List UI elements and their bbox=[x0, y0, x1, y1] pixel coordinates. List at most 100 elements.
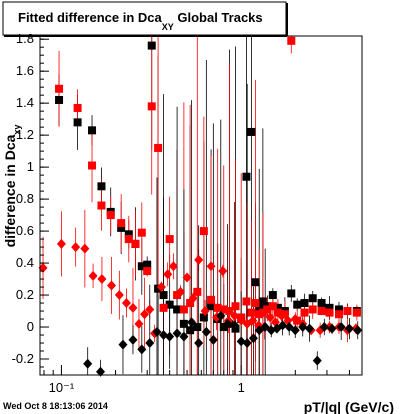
black-square-point bbox=[193, 323, 202, 332]
black-diamond-point bbox=[248, 333, 258, 344]
black-square-point bbox=[159, 291, 168, 300]
red-diamond-point bbox=[145, 304, 155, 315]
black-diamond-point bbox=[223, 318, 233, 329]
red-diamond-point bbox=[140, 309, 150, 320]
red-square-point bbox=[343, 307, 352, 316]
red-diamond-point bbox=[176, 286, 186, 297]
black-square-point bbox=[247, 127, 256, 136]
black-diamond-point bbox=[83, 358, 93, 369]
black-square-point bbox=[334, 305, 343, 314]
black-diamond-point bbox=[290, 325, 300, 336]
black-square-point bbox=[268, 291, 277, 300]
y-tick-label: 0.8 bbox=[16, 191, 34, 206]
red-square-point bbox=[219, 305, 228, 314]
black-square-point bbox=[117, 223, 126, 232]
y-tick-label: 0.4 bbox=[16, 255, 34, 270]
red-diamond-point bbox=[218, 266, 228, 277]
red-square-point bbox=[352, 308, 361, 317]
black-diamond-point bbox=[194, 338, 204, 349]
black-diamond-point bbox=[172, 328, 182, 339]
black-square-point bbox=[287, 289, 296, 298]
red-square-point bbox=[300, 308, 309, 317]
black-square-point bbox=[97, 182, 106, 191]
black-square-point bbox=[154, 284, 163, 293]
black-diamond-point bbox=[165, 331, 175, 342]
red-square-point bbox=[325, 308, 334, 317]
black-diamond-point bbox=[179, 331, 189, 342]
black-square-point bbox=[317, 299, 326, 308]
red-square-point bbox=[97, 201, 106, 210]
black-diamond-point bbox=[298, 322, 308, 333]
red-square-point bbox=[137, 228, 146, 237]
title-box: Fitted difference in DcaXY Global Tracks bbox=[2, 1, 288, 37]
black-diamond-point bbox=[305, 323, 315, 334]
red-diamond-point bbox=[194, 254, 204, 265]
y-tick-label: 1.2 bbox=[16, 127, 34, 142]
red-diamond-point bbox=[38, 262, 48, 273]
timestamp: Wed Oct 8 18:13:06 2014 bbox=[3, 401, 108, 411]
red-square-point bbox=[73, 103, 82, 112]
red-square-point bbox=[287, 36, 296, 45]
red-diamond-point bbox=[248, 315, 258, 326]
red-square-point bbox=[55, 84, 64, 93]
red-diamond-point bbox=[88, 270, 98, 281]
black-square-point bbox=[273, 303, 282, 312]
red-square-point bbox=[273, 308, 282, 317]
red-diamond-point bbox=[134, 318, 144, 329]
black-square-point bbox=[137, 262, 146, 271]
red-diamond-point bbox=[168, 261, 178, 272]
red-square-point bbox=[268, 302, 277, 311]
x-axis-title: pT/|q| (GeV/c) bbox=[304, 399, 394, 414]
red-square-point bbox=[231, 302, 240, 311]
red-diamond-point bbox=[206, 261, 216, 272]
black-diamond-point bbox=[118, 339, 128, 350]
black-square-point bbox=[165, 300, 174, 309]
red-diamond-point bbox=[230, 310, 240, 321]
red-square-point bbox=[213, 303, 222, 312]
y-tick-label: 1.8 bbox=[16, 31, 34, 46]
red-square-point bbox=[179, 305, 188, 314]
black-diamond-point bbox=[159, 330, 169, 341]
black-square-point bbox=[143, 260, 152, 269]
red-square-point bbox=[334, 310, 343, 319]
red-square-point bbox=[154, 143, 163, 152]
black-diamond-point bbox=[137, 344, 147, 355]
black-square-point bbox=[179, 319, 188, 328]
black-square-point bbox=[173, 305, 182, 314]
chart-title-suffix: Global Tracks bbox=[174, 10, 263, 25]
red-square-point bbox=[159, 303, 168, 312]
black-diamond-point bbox=[201, 326, 211, 337]
y-tick-label: -0.2 bbox=[12, 351, 34, 366]
red-square-point bbox=[165, 235, 174, 244]
chart-title: Fitted difference in Dca bbox=[18, 10, 163, 25]
red-square-point bbox=[199, 227, 208, 236]
black-diamond-point bbox=[128, 334, 138, 345]
black-square-point bbox=[73, 118, 82, 127]
black-diamond-point bbox=[312, 355, 322, 366]
black-square-point bbox=[186, 326, 195, 335]
red-diamond-point bbox=[163, 269, 173, 280]
black-diamond-point bbox=[216, 310, 226, 321]
black-diamond-point bbox=[145, 338, 155, 349]
black-square-point bbox=[55, 95, 64, 104]
red-square-point bbox=[242, 297, 251, 306]
red-square-point bbox=[317, 307, 326, 316]
red-square-point bbox=[131, 239, 140, 248]
black-square-point bbox=[147, 41, 156, 50]
black-square-point bbox=[293, 300, 302, 309]
y-axis-title-subscript: xy bbox=[12, 125, 22, 135]
red-square-point bbox=[186, 299, 195, 308]
black-diamond-point bbox=[230, 320, 240, 331]
black-square-point bbox=[255, 303, 264, 312]
red-square-point bbox=[251, 299, 260, 308]
black-diamond-point bbox=[278, 320, 288, 331]
red-square-point bbox=[225, 307, 234, 316]
red-diamond-point bbox=[121, 298, 131, 309]
red-diamond-point bbox=[107, 280, 117, 291]
black-diamond-point bbox=[344, 323, 354, 334]
black-diamond-point bbox=[327, 323, 337, 334]
data-points bbox=[38, 36, 363, 377]
black-square-point bbox=[242, 172, 251, 181]
black-diamond-point bbox=[152, 326, 162, 337]
